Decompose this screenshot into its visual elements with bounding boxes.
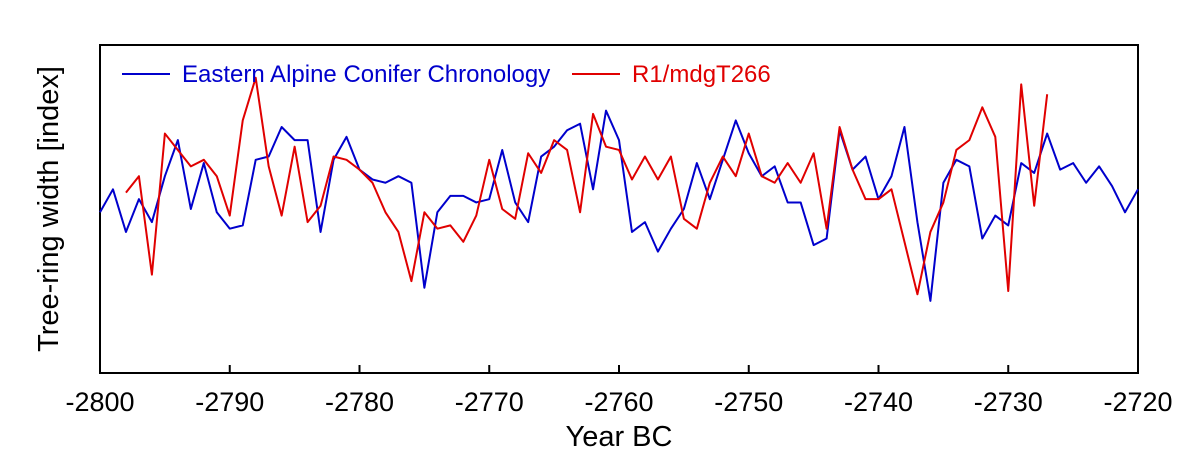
- series-line-r1-mdgt266: [125, 76, 1049, 296]
- legend-label-eastern-alpine: Eastern Alpine Conifer Chronology: [182, 61, 550, 88]
- x-axis-ticks: -2800 -2790 -2780 -2770 -2760 -2750 -2740 -2730…: [65, 365, 1173, 417]
- x-tick-label: -2720: [1103, 387, 1172, 417]
- series-lines: [99, 76, 1139, 302]
- x-axis-label: Year BC: [566, 421, 673, 453]
- series-line-eastern-alpine: [99, 109, 1139, 302]
- x-tick-label: -2750: [714, 387, 783, 417]
- x-tick-label: -2770: [455, 387, 524, 417]
- plot-frame: [99, 44, 1139, 374]
- x-tick-label: -2790: [195, 387, 264, 417]
- legend: Eastern Alpine Conifer Chronology R1/mdg…: [122, 61, 771, 88]
- x-tick-label: -2740: [844, 387, 913, 417]
- y-axis-label: Tree-ring width [index]: [33, 66, 65, 352]
- x-tick-label: -2780: [325, 387, 394, 417]
- x-tick-label: -2760: [584, 387, 653, 417]
- legend-label-r1-mdgt266: R1/mdgT266: [632, 61, 771, 88]
- x-tick-label: -2800: [65, 387, 134, 417]
- x-tick-label: -2730: [974, 387, 1043, 417]
